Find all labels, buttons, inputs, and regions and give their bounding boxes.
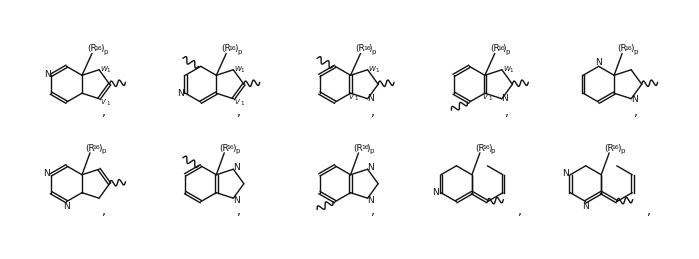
Text: N: N <box>177 89 184 98</box>
Text: 16: 16 <box>94 46 102 51</box>
Text: ,: , <box>236 106 240 119</box>
Text: ,: , <box>371 205 375 218</box>
Text: 16: 16 <box>482 145 490 150</box>
Text: ): ) <box>366 144 370 153</box>
Text: (R: (R <box>219 144 229 153</box>
Text: 16: 16 <box>363 46 370 51</box>
Text: p: p <box>370 148 374 154</box>
Text: W: W <box>503 66 510 72</box>
Text: ,: , <box>236 205 240 218</box>
Text: (R: (R <box>87 44 96 53</box>
Text: W: W <box>368 66 375 72</box>
Text: V: V <box>483 94 488 100</box>
Text: W: W <box>234 66 241 72</box>
Text: (R: (R <box>85 144 95 153</box>
Text: N: N <box>233 196 240 205</box>
Text: 1: 1 <box>510 68 513 73</box>
Text: ): ) <box>617 144 621 153</box>
Text: N: N <box>367 163 374 172</box>
Text: V: V <box>234 99 239 105</box>
Text: N: N <box>630 95 637 104</box>
Text: ,: , <box>505 106 509 119</box>
Text: p: p <box>237 49 242 55</box>
Text: 16: 16 <box>612 145 619 150</box>
Text: 1: 1 <box>106 101 110 106</box>
Text: V: V <box>100 99 105 105</box>
Text: ): ) <box>368 44 372 53</box>
Text: N: N <box>43 169 50 178</box>
Text: (R: (R <box>475 144 484 153</box>
Text: ,: , <box>102 106 106 119</box>
Text: ,: , <box>647 205 651 218</box>
Text: ): ) <box>503 44 506 53</box>
Text: ): ) <box>100 44 103 53</box>
Text: ): ) <box>630 44 633 53</box>
Text: 1: 1 <box>106 68 110 73</box>
Text: ,: , <box>635 106 638 119</box>
Text: (R: (R <box>356 44 366 53</box>
Text: ): ) <box>232 144 236 153</box>
Text: 1: 1 <box>240 68 244 73</box>
Text: N: N <box>596 58 602 67</box>
Text: (R: (R <box>354 144 363 153</box>
Text: p: p <box>491 148 495 154</box>
Text: N: N <box>43 70 50 79</box>
Text: N: N <box>367 196 374 205</box>
Text: N: N <box>63 202 70 211</box>
Text: N: N <box>233 163 240 172</box>
Text: p: p <box>235 148 240 154</box>
Text: (R: (R <box>222 44 231 53</box>
Text: (R: (R <box>617 44 627 53</box>
Text: 16: 16 <box>497 46 505 51</box>
Text: V: V <box>349 94 353 100</box>
Text: ): ) <box>488 144 491 153</box>
Text: N: N <box>367 94 374 103</box>
Text: ,: , <box>518 205 521 218</box>
Text: p: p <box>371 49 376 55</box>
Text: 1: 1 <box>489 96 492 101</box>
Text: N: N <box>562 169 568 178</box>
Text: N: N <box>501 94 508 103</box>
Text: 1: 1 <box>240 101 244 106</box>
Text: 16: 16 <box>92 145 100 150</box>
Text: 16: 16 <box>361 145 369 150</box>
Text: 16: 16 <box>625 46 633 51</box>
Text: ,: , <box>102 205 106 218</box>
Text: p: p <box>103 49 107 55</box>
Text: 16: 16 <box>226 145 234 150</box>
Text: ,: , <box>371 106 375 119</box>
Text: ): ) <box>98 144 101 153</box>
Text: N: N <box>433 188 439 197</box>
Text: W: W <box>100 66 107 72</box>
Text: p: p <box>506 49 510 55</box>
Text: p: p <box>101 148 106 154</box>
Text: 1: 1 <box>375 68 379 73</box>
Text: N: N <box>582 202 589 211</box>
Text: ): ) <box>234 44 238 53</box>
Text: (R: (R <box>604 144 614 153</box>
Text: p: p <box>620 148 624 154</box>
Text: 1: 1 <box>354 96 358 101</box>
Text: 16: 16 <box>229 46 236 51</box>
Text: p: p <box>633 49 637 55</box>
Text: (R: (R <box>490 44 500 53</box>
